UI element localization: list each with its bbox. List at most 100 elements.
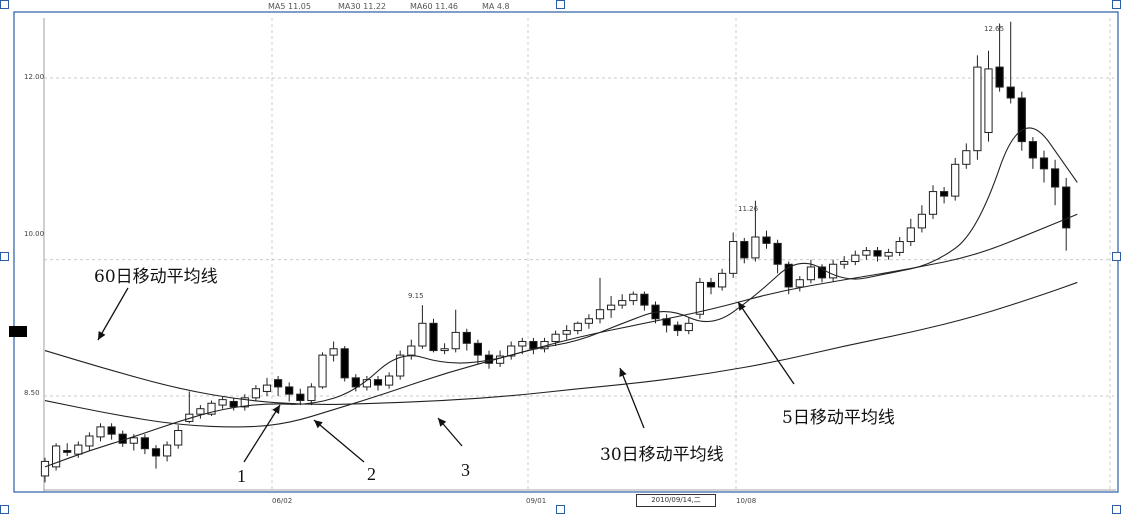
candle-down (118, 433, 127, 444)
candle-up (629, 293, 638, 302)
peak-price-label: 11.26 (738, 205, 759, 213)
candle-down (817, 266, 827, 279)
candle-up (52, 445, 61, 468)
point-label-2: 2 (367, 464, 376, 484)
arrow-ma30 (619, 367, 645, 429)
candle-up (806, 266, 815, 281)
ma30-readout: MA30 11.22 (338, 2, 386, 11)
indicator-header: MA5 11.05 MA30 11.22 MA60 11.46 MA 4.8 (0, 0, 1122, 18)
candle-down (740, 241, 749, 259)
candle-up (74, 444, 83, 455)
candle-down (229, 400, 238, 408)
candle-up (96, 426, 105, 438)
x-tick-label: 06/02 (272, 497, 293, 505)
arrow-point-2-head (314, 420, 323, 429)
arrow-point-2 (313, 419, 365, 463)
candle-up (507, 345, 516, 357)
ma60-annotation: 60日移动平均线 (94, 267, 218, 287)
price-marker-badge (9, 326, 27, 337)
candle-down (151, 448, 161, 457)
candle-up (684, 322, 693, 332)
resize-handle[interactable] (556, 505, 565, 514)
candle-down (1051, 168, 1060, 188)
candle-down (340, 348, 349, 379)
candle-up (85, 435, 94, 447)
candle-up (984, 68, 993, 134)
peak-price-label: 9.15 (408, 292, 424, 300)
candle-up (751, 236, 760, 259)
resize-handle[interactable] (0, 0, 9, 9)
ma-line-1 (44, 213, 1078, 428)
peak-price-label: 12.65 (984, 25, 1005, 33)
arrow-ma30-head (619, 368, 627, 377)
candle-down (1062, 186, 1071, 229)
candle-down (1006, 86, 1015, 99)
cursor-date-box: 2010/09/14,二 (636, 494, 716, 507)
candle-up (385, 375, 394, 386)
candle-up (595, 309, 605, 320)
arrow-point-3-head (438, 418, 447, 427)
ma-line-2 (44, 281, 1078, 405)
point-label-3: 3 (461, 460, 470, 480)
candle-up (851, 254, 860, 263)
candle-down (940, 191, 949, 197)
candle-down (429, 322, 438, 352)
candle-up (251, 388, 261, 399)
arrow-ma60-head (98, 331, 106, 340)
candle-down (529, 340, 538, 350)
candle-up (795, 279, 804, 288)
resize-handle[interactable] (1112, 505, 1121, 514)
candle-down (1028, 141, 1038, 159)
candle-up (928, 191, 938, 215)
candle-down (296, 393, 305, 402)
candle-down (640, 293, 649, 306)
y-tick-label: 8.50 (24, 389, 40, 397)
candle-up (440, 348, 449, 352)
ma-extra-readout: MA 4.8 (482, 2, 510, 11)
resize-handle[interactable] (0, 252, 9, 261)
candle-up (906, 227, 915, 243)
candle-up (418, 322, 427, 347)
candle-up (573, 322, 582, 332)
ma-line-0 (44, 127, 1078, 468)
ma5-annotation: 5日移动平均线 (782, 408, 895, 428)
candle-up (917, 213, 926, 229)
x-tick-label: 10/08 (736, 497, 757, 505)
chart-frame (13, 11, 1119, 493)
point-label-1: 1 (237, 466, 246, 486)
arrow-point-1 (243, 404, 281, 463)
candle-down (773, 242, 782, 265)
candle-down (706, 281, 716, 288)
arrow-ma60 (97, 287, 129, 341)
resize-handle[interactable] (1112, 0, 1121, 9)
candle-up (318, 354, 327, 388)
candle-down (107, 426, 116, 435)
candle-down (285, 386, 294, 395)
candle-up (207, 402, 216, 415)
resize-handle[interactable] (0, 505, 9, 514)
y-tick-label: 10.00 (24, 230, 45, 238)
resize-handle[interactable] (556, 0, 565, 9)
candle-down (1017, 97, 1026, 143)
candle-up (218, 399, 227, 406)
resize-handle[interactable] (1112, 252, 1121, 261)
candle-up (329, 348, 338, 356)
ma30-annotation: 30日移动平均线 (600, 445, 724, 465)
candle-down (274, 379, 283, 388)
candle-down (373, 379, 383, 386)
candle-up (584, 318, 593, 324)
candle-up (840, 261, 849, 265)
candle-down (762, 236, 771, 244)
candle-up (884, 251, 893, 257)
candle-up (262, 384, 272, 392)
x-tick-label: 09/01 (526, 497, 547, 505)
candle-up (729, 241, 738, 274)
arrow-ma5 (737, 301, 795, 385)
candle-up (407, 345, 416, 356)
candle-up (240, 397, 249, 408)
candle-up (129, 437, 138, 444)
candle-down (784, 263, 793, 288)
candle-up (174, 430, 183, 446)
candle-down (140, 437, 150, 450)
